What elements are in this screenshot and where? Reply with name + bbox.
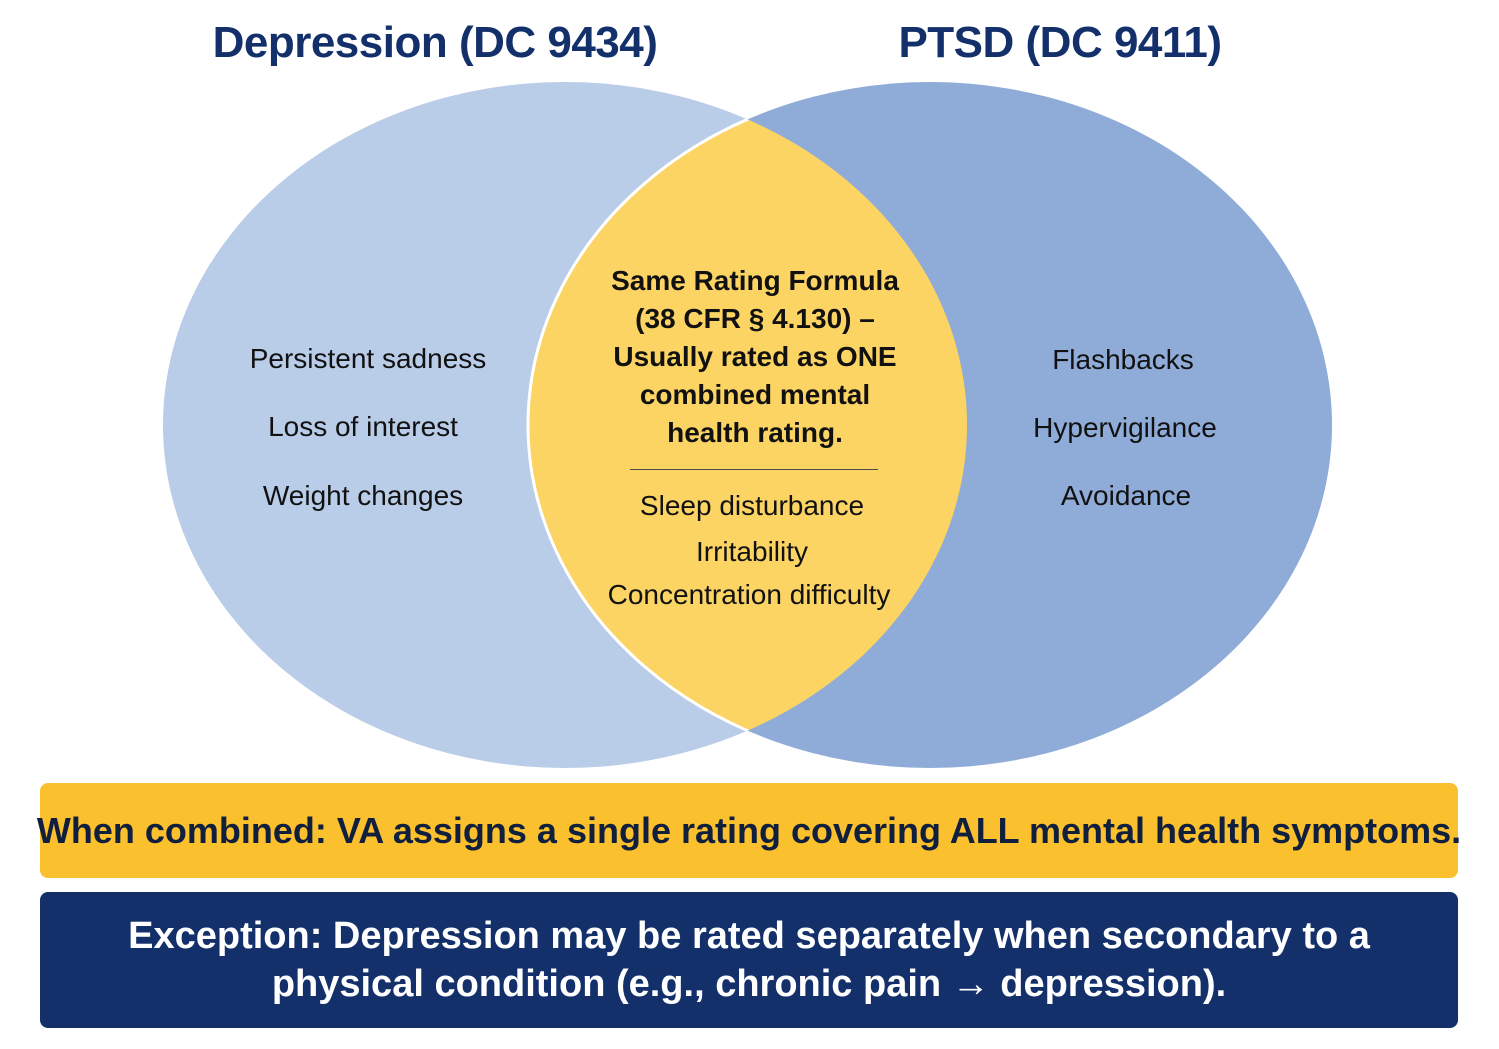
- left-item-weight-changes: Weight changes: [262, 480, 464, 511]
- ptsd-title: PTSD (DC 9411): [898, 18, 1222, 67]
- overlap-item-irritability: Irritability: [695, 536, 809, 567]
- exception-text: Exception: Depression may be rated separ…: [128, 915, 1370, 1005]
- left-item-loss-of-interest: Loss of interest: [268, 411, 458, 442]
- right-item-flashbacks: Flashbacks: [1052, 344, 1194, 375]
- venn-diagram: [163, 82, 1332, 768]
- depression-title: Depression (DC 9434): [212, 18, 658, 67]
- overlap-region: [528, 82, 967, 768]
- combined-rating-text: When combined: VA assigns a single ratin…: [36, 809, 1462, 851]
- overlap-item-sleep-disturbance: Sleep disturbance: [639, 490, 865, 521]
- right-item-hypervigilance: Hypervigilance: [1033, 412, 1217, 443]
- left-item-persistent-sadness: Persistent sadness: [249, 343, 487, 374]
- overlap-heading: Same Rating Formula (38 CFR § 4.130) – U…: [611, 265, 899, 448]
- exception-banner: Exception: Depression may be rated separ…: [40, 892, 1458, 1028]
- overlap-item-concentration-difficulty: Concentration difficulty: [607, 579, 891, 610]
- overlap-divider: [630, 469, 878, 470]
- right-item-avoidance: Avoidance: [1060, 480, 1192, 511]
- combined-rating-banner: When combined: VA assigns a single ratin…: [36, 783, 1462, 878]
